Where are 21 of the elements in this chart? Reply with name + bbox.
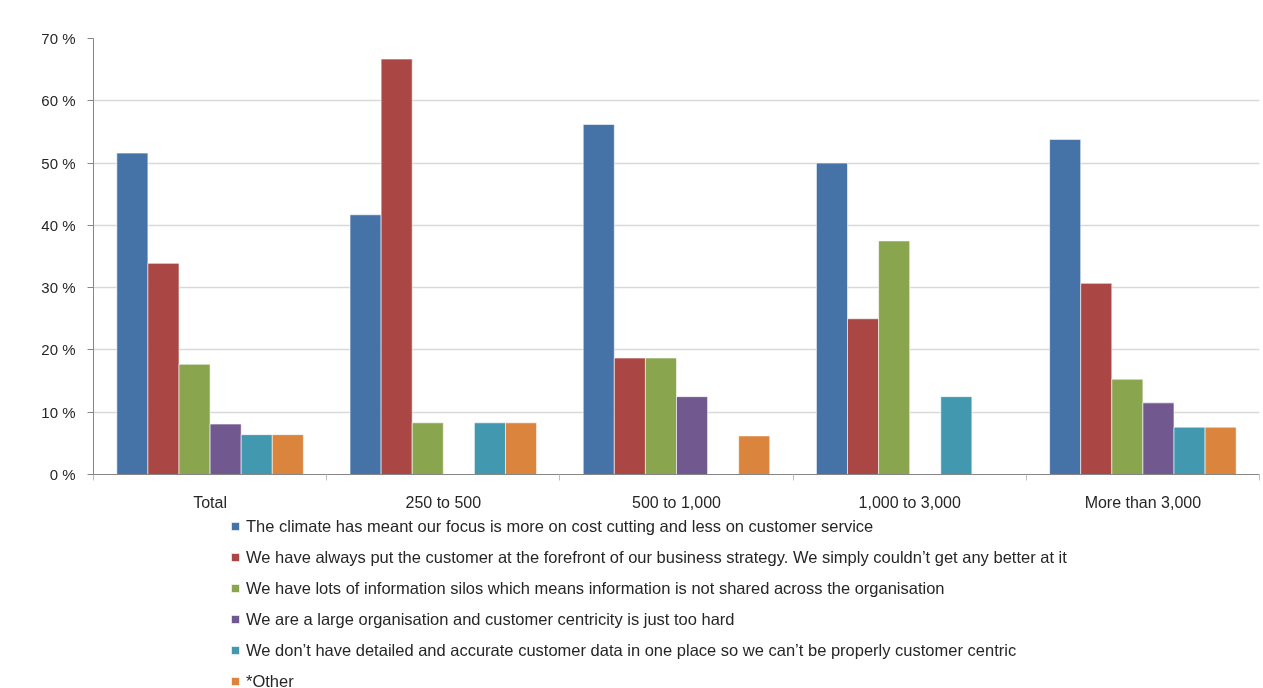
y-tick-label: 10 % <box>41 403 76 421</box>
y-tick-label: 0 % <box>49 466 76 483</box>
y-tick-label: 60 % <box>41 92 76 110</box>
legend-label: We are a large organisation and customer centricity is just too hard <box>246 609 735 629</box>
y-tick-label: 20 % <box>41 341 76 359</box>
x-tick-label: 250 to 500 <box>405 493 482 511</box>
bar <box>940 396 973 475</box>
y-tick-label: 70 % <box>41 30 76 47</box>
x-tick-label: More than 3,000 <box>1084 493 1202 511</box>
y-tick-label: 50 % <box>41 154 76 172</box>
legend-label: We have lots of information silos which means information is not shared across the organisation <box>246 578 945 598</box>
x-tick-label: Total <box>193 493 227 511</box>
y-tick-label: 30 % <box>41 279 76 297</box>
legend-label: We have always put the customer at the forefront of our business strategy. We simply couldn’t get any better at it <box>246 547 1067 567</box>
x-tick-label: 1,000 to 3,000 <box>858 493 961 511</box>
legend-label: *Other <box>246 671 294 688</box>
legend-label: We don’t have detailed and accurate customer data in one place so we can’t be properly customer centric <box>246 640 1017 660</box>
y-tick-label: 40 % <box>41 216 76 234</box>
x-tick-label: 500 to 1,000 <box>632 493 722 511</box>
bar <box>738 435 771 475</box>
legend-label: The climate has meant our focus is more on cost cutting and less on customer service <box>246 516 874 536</box>
